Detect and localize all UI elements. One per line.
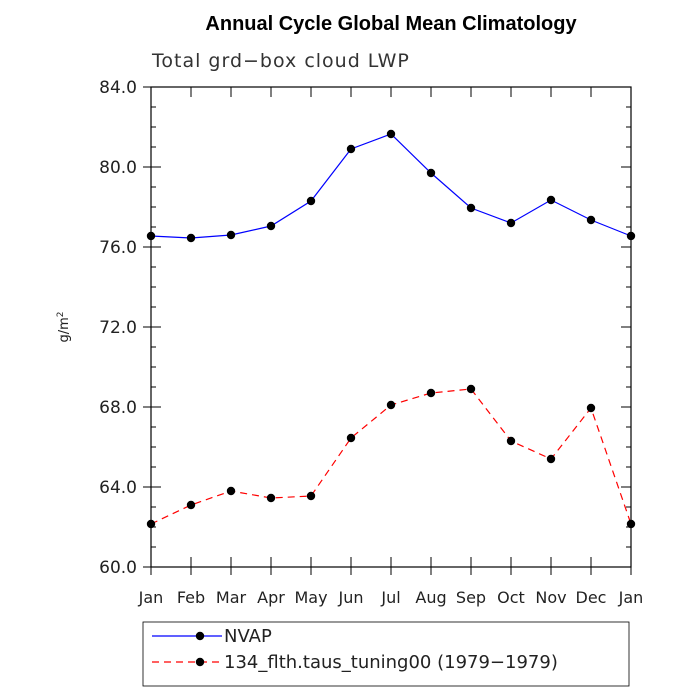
series-layer [146,129,636,529]
x-tick-labels: Jan Feb Mar Apr May Jun Jul Aug Sep Oct Nov Dec Jan [138,588,644,607]
y-tick-label: 60.0 [99,558,137,578]
series-2-point [586,403,596,413]
x-tick-label: Aug [415,588,446,607]
series-line-1 [150,133,632,239]
x-tick-label: Jan [618,588,644,607]
series-1-point [226,230,236,240]
x-tick-label: Feb [177,588,205,607]
series-1-point [306,196,316,206]
series-1-point [586,215,596,225]
axis-ticks [143,86,632,575]
x-tick-label: Apr [257,588,285,607]
series-1-point [146,231,156,241]
series-1-point [506,218,516,228]
x-tick-label: Jul [380,588,400,607]
x-tick-label: Sep [456,588,486,607]
x-tick-label: Jan [138,588,164,607]
series-1-point [386,129,396,139]
series-2-point [146,519,156,529]
y-tick-label: 72.0 [99,318,137,338]
y-axis-label-superscript: 2 [56,311,66,317]
x-tick-label: Jun [338,588,364,607]
y-tick-label: 64.0 [99,478,137,498]
y-tick-label: 76.0 [99,238,137,258]
series-2-point [226,486,236,496]
series-2-point [426,388,436,398]
y-axis-label: g/m2 [56,311,72,342]
plot-frame [150,86,632,568]
x-tick-label: May [294,588,327,607]
legend-label-2: 134_flth.taus_tuning00 (1979−1979) [224,652,558,673]
y-tick-label: 80.0 [99,158,137,178]
y-axis-label-text: g/m [57,317,72,342]
series-1-point [466,203,476,213]
series-1-point [186,233,196,243]
series-2-point [386,400,396,410]
x-tick-label: Mar [216,588,247,607]
y-tick-label: 84.0 [99,78,137,98]
x-tick-label: Dec [576,588,607,607]
series-1-point [426,168,436,178]
chart-title: Annual Cycle Global Mean Climatology [205,13,577,35]
chart-subtitle: Total grd−box cloud LWP [151,50,410,72]
series-2-point [186,500,196,510]
series-line-2 [150,388,632,525]
series-2-point [546,454,556,464]
series-2-point [626,519,636,529]
series-2-point [346,433,356,443]
series-1-point [266,221,276,231]
y-tick-labels: 60.0 64.0 68.0 72.0 76.0 80.0 84.0 [99,78,137,578]
series-1-point [346,144,356,154]
series-2-point [306,491,316,501]
series-2-point [466,384,476,394]
legend: NVAP 134_flth.taus_tuning00 (1979−1979) [152,626,558,673]
legend-box [142,621,630,687]
x-tick-label: Nov [535,588,566,607]
series-1-point [546,195,556,205]
legend-label-1: NVAP [224,626,272,647]
x-tick-label: Oct [497,588,525,607]
y-tick-label: 68.0 [99,398,137,418]
series-2-point [266,493,276,503]
series-1-point [626,231,636,241]
series-2-point [506,436,516,446]
legend-marker-2 [195,657,205,667]
legend-marker-1 [195,631,205,641]
